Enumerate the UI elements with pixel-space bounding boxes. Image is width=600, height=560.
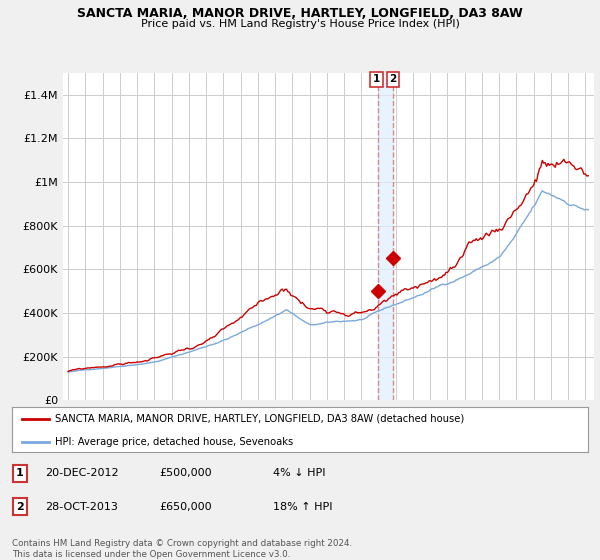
Text: £650,000: £650,000: [159, 502, 212, 512]
Text: 18% ↑ HPI: 18% ↑ HPI: [273, 502, 332, 512]
Text: 4% ↓ HPI: 4% ↓ HPI: [273, 468, 325, 478]
Text: HPI: Average price, detached house, Sevenoaks: HPI: Average price, detached house, Seve…: [55, 437, 293, 447]
Bar: [378, 73, 393, 400]
Text: SANCTA MARIA, MANOR DRIVE, HARTLEY, LONGFIELD, DA3 8AW: SANCTA MARIA, MANOR DRIVE, HARTLEY, LONG…: [77, 7, 523, 20]
Text: 1: 1: [373, 74, 380, 85]
Text: Contains HM Land Registry data © Crown copyright and database right 2024.
This d: Contains HM Land Registry data © Crown c…: [12, 539, 352, 559]
Text: 28-OCT-2013: 28-OCT-2013: [45, 502, 118, 512]
Text: SANCTA MARIA, MANOR DRIVE, HARTLEY, LONGFIELD, DA3 8AW (detached house): SANCTA MARIA, MANOR DRIVE, HARTLEY, LONG…: [55, 414, 464, 424]
Text: 2: 2: [389, 74, 397, 85]
Text: 2: 2: [16, 502, 23, 512]
Text: 20-DEC-2012: 20-DEC-2012: [45, 468, 119, 478]
Text: 1: 1: [16, 468, 23, 478]
Text: Price paid vs. HM Land Registry's House Price Index (HPI): Price paid vs. HM Land Registry's House …: [140, 19, 460, 29]
Text: £500,000: £500,000: [159, 468, 212, 478]
